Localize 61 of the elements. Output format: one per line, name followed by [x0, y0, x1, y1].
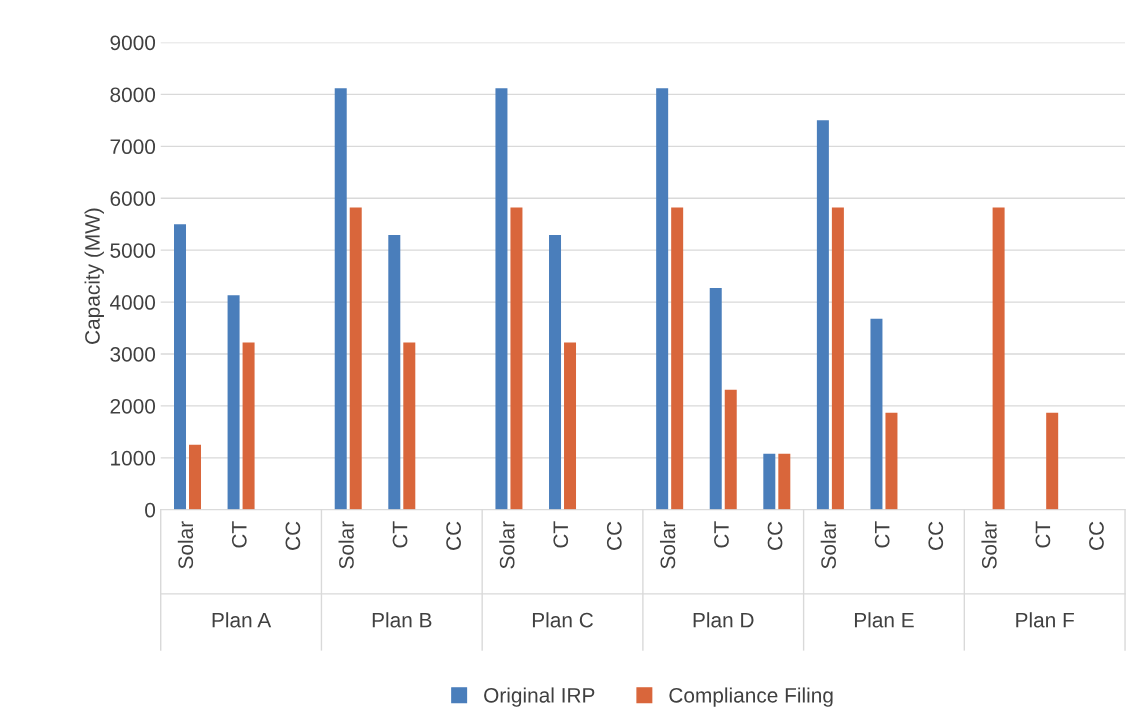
y-axis-title: Capacity (MW): [84, 208, 104, 344]
bar: [870, 318, 883, 510]
x-tick-label: CT: [1035, 521, 1051, 548]
y-tick-label: 3000: [110, 347, 156, 362]
x-tick-label: CC: [1089, 521, 1104, 550]
bar: [242, 342, 255, 510]
x-tick-label: CT: [553, 521, 569, 548]
y-tick-label: 7000: [110, 139, 156, 155]
y-tick-label: 8000: [110, 87, 156, 103]
x-tick-label: Solar: [981, 521, 997, 569]
y-tick-label: 5000: [110, 243, 156, 258]
bar: [564, 342, 577, 510]
bar: [510, 207, 523, 510]
x-tick-label: CT: [714, 521, 729, 548]
x-tick-label: Solar: [820, 521, 836, 569]
legend-label: Original IRP: [484, 687, 595, 707]
bar: [174, 224, 187, 510]
y-tick-label: 6000: [110, 191, 156, 206]
bar: [1046, 412, 1059, 510]
bar: [831, 207, 844, 510]
bar: [778, 453, 791, 510]
x-tick-label: Solar: [177, 521, 194, 569]
text: Plan B: [372, 612, 432, 628]
bar: [709, 288, 722, 510]
bar: [671, 207, 684, 510]
bar: [388, 235, 401, 510]
bar: [349, 207, 362, 510]
x-tick-label: Solar: [499, 521, 515, 569]
x-tick-label: CC: [606, 521, 622, 550]
bar: [992, 207, 1005, 510]
bar: [885, 412, 898, 510]
bar: [763, 453, 776, 510]
bar: [495, 88, 508, 510]
x-tick-label: CC: [767, 521, 783, 550]
bar: [189, 444, 202, 510]
x-tick-label: Solar: [338, 521, 354, 569]
text: Plan F: [1016, 612, 1074, 628]
x-tick-label: CT: [874, 521, 890, 548]
text: Plan A: [212, 612, 272, 628]
text: Plan E: [854, 612, 914, 628]
x-tick-label: CC: [928, 521, 944, 550]
bar: [816, 120, 829, 510]
bar: [334, 88, 347, 510]
bar: [403, 342, 416, 510]
x-tick-label: Solar: [659, 521, 676, 569]
x-tick-label: CC: [285, 521, 301, 550]
x-tick-label: CC: [446, 521, 461, 550]
bar: [724, 389, 737, 510]
x-tick-label: CT: [392, 521, 408, 548]
y-tick-label: 1000: [111, 450, 156, 466]
y-tick-label: 0: [145, 502, 156, 518]
bar: [656, 88, 669, 510]
text: Plan C: [532, 612, 593, 628]
y-tick-label: 2000: [110, 398, 156, 414]
y-tick-label: 9000: [110, 35, 156, 51]
legend-label: Compliance Filing: [669, 687, 833, 707]
x-tick-label: CT: [231, 521, 247, 548]
y-tick-label: 4000: [110, 295, 156, 310]
bar: [227, 295, 240, 510]
bar: [549, 235, 562, 510]
text: Plan D: [693, 612, 754, 628]
